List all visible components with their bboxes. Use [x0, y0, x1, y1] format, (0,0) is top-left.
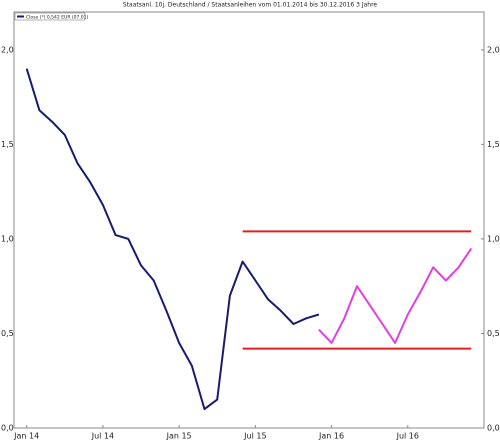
x-tick-label: Jul 14: [91, 432, 114, 441]
x-tick-label: Jan 14: [13, 432, 39, 441]
y-tick-label: 0,0: [1, 424, 14, 433]
y-tick-label-right: 1,0: [487, 234, 500, 243]
y-tick-label-right: 0,5: [487, 329, 500, 338]
price-line: [25, 68, 320, 411]
y-tick-label: 2,0: [1, 45, 14, 54]
y-tick-label: 1,0: [1, 234, 14, 243]
y-tick-label-right: 0,0: [487, 424, 500, 433]
plot-frame: [13, 11, 485, 429]
x-tick-label: Jul 16: [396, 432, 419, 441]
legend-label: Close (*) 0,542 EUR (07.01): [26, 14, 89, 20]
x-tick-label: Jan 15: [166, 432, 192, 441]
legend-box: [14, 12, 86, 21]
y-tick-label-right: 1,5: [487, 140, 500, 149]
x-tick-label: Jan 16: [318, 432, 344, 441]
y-tick-label: 1,5: [1, 140, 14, 149]
y-tick-label: 0,5: [1, 329, 14, 338]
price-line: [318, 247, 473, 344]
chart-title: Staatsanl. 10j. Deutschland / Staatsanle…: [123, 2, 378, 9]
y-tick-label-right: 2,0: [487, 45, 500, 54]
x-tick-label: Jul 15: [243, 432, 266, 441]
